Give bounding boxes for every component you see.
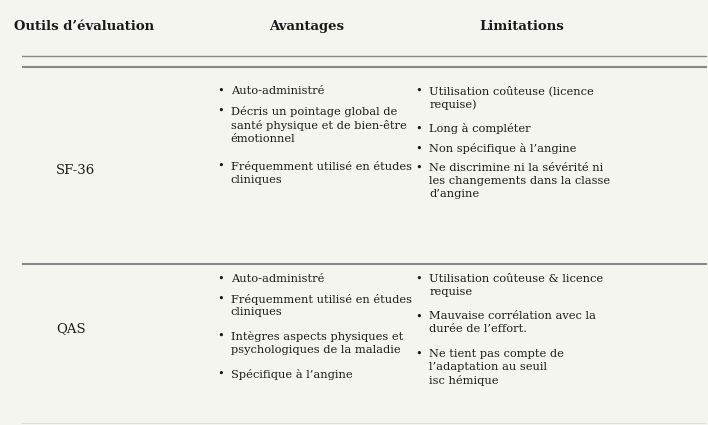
Text: Non spécifique à l’angine: Non spécifique à l’angine xyxy=(429,143,577,154)
Text: •: • xyxy=(217,274,224,284)
Text: •: • xyxy=(217,331,224,341)
Text: •: • xyxy=(217,161,224,171)
FancyBboxPatch shape xyxy=(22,1,707,424)
Text: •: • xyxy=(217,294,224,303)
Text: QAS: QAS xyxy=(57,322,86,335)
Text: Décris un pointage global de
santé physique et de bien-être
émotionnel: Décris un pointage global de santé physi… xyxy=(231,106,406,144)
FancyBboxPatch shape xyxy=(22,1,707,56)
Text: Utilisation coûteuse (licence
requise): Utilisation coûteuse (licence requise) xyxy=(429,86,594,110)
Text: •: • xyxy=(416,123,423,133)
Text: Auto-administré: Auto-administré xyxy=(231,274,324,284)
Text: Outils d’évaluation: Outils d’évaluation xyxy=(13,20,154,34)
Text: •: • xyxy=(416,86,423,96)
Text: Fréquemment utilisé en études
cliniques: Fréquemment utilisé en études cliniques xyxy=(231,161,412,185)
Text: Avantages: Avantages xyxy=(268,20,343,34)
Text: •: • xyxy=(416,311,423,321)
Text: Utilisation coûteuse & licence
requise: Utilisation coûteuse & licence requise xyxy=(429,274,603,297)
Text: Fréquemment utilisé en études
cliniques: Fréquemment utilisé en études cliniques xyxy=(231,294,412,317)
Text: •: • xyxy=(416,274,423,284)
Text: Mauvaise corrélation avec la
durée de l’effort.: Mauvaise corrélation avec la durée de l’… xyxy=(429,311,596,334)
Text: Auto-administré: Auto-administré xyxy=(231,86,324,96)
Text: Ne tient pas compte de
l’adaptation au seuil
isc hémique: Ne tient pas compte de l’adaptation au s… xyxy=(429,349,564,386)
Text: •: • xyxy=(416,349,423,359)
Text: Limitations: Limitations xyxy=(479,20,564,34)
Text: SF-36: SF-36 xyxy=(57,164,96,177)
Text: Spécifique à l’angine: Spécifique à l’angine xyxy=(231,369,353,380)
Text: •: • xyxy=(217,369,224,379)
Text: Ne discrimine ni la sévérité ni
les changements dans la classe
d’angine: Ne discrimine ni la sévérité ni les chan… xyxy=(429,163,610,199)
Text: •: • xyxy=(416,163,423,173)
Text: Intègres aspects physiques et
psychologiques de la maladie: Intègres aspects physiques et psychologi… xyxy=(231,331,403,355)
Text: •: • xyxy=(217,86,224,96)
Text: Long à compléter: Long à compléter xyxy=(429,123,531,134)
Text: •: • xyxy=(217,106,224,116)
Text: •: • xyxy=(416,143,423,153)
